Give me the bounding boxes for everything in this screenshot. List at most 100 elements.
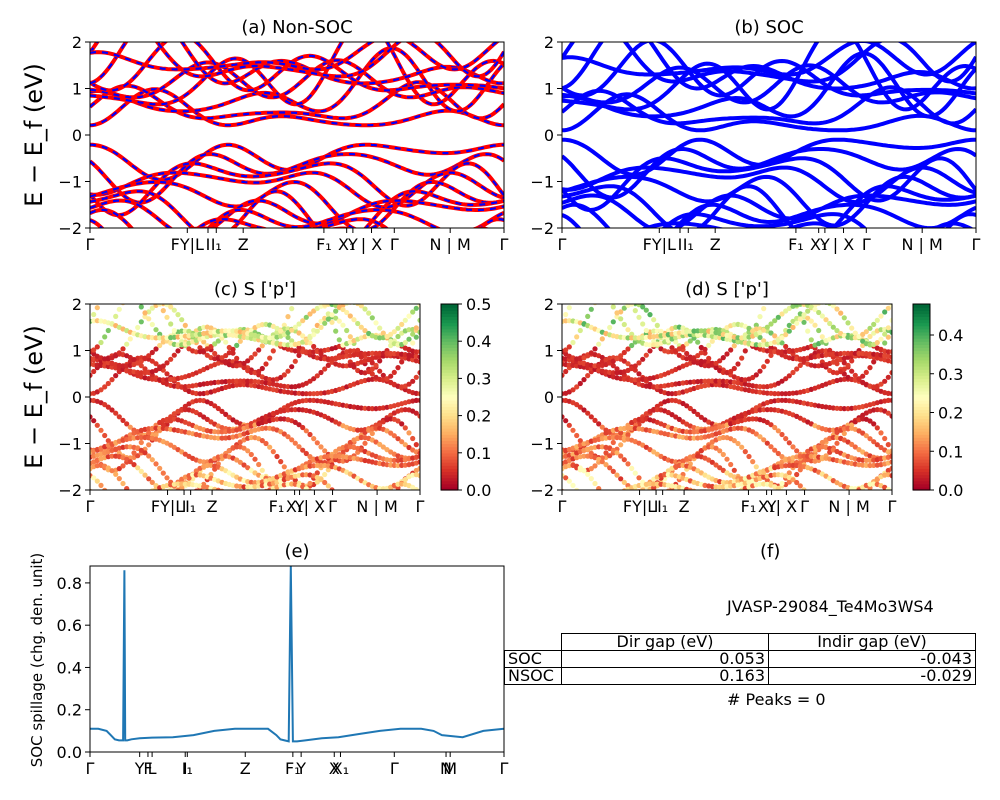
scatter-point bbox=[120, 304, 126, 306]
gap-table-dir-value: 0.053 bbox=[561, 650, 769, 668]
scatter-point bbox=[852, 444, 858, 450]
scatter-point bbox=[362, 306, 368, 312]
x-tick-label: I bbox=[678, 235, 683, 254]
scatter-point bbox=[698, 328, 704, 334]
scatter-point bbox=[614, 366, 620, 372]
scatter-point bbox=[384, 447, 390, 453]
scatter-point bbox=[797, 356, 803, 362]
scatter-point bbox=[610, 447, 616, 453]
scatter-point bbox=[171, 327, 177, 334]
scatter-point bbox=[596, 286, 601, 291]
scatter-point bbox=[410, 378, 416, 384]
scatter-point bbox=[640, 304, 646, 310]
scatter-point bbox=[618, 476, 624, 482]
scatter-point bbox=[882, 378, 888, 384]
x-tick-label: F bbox=[143, 759, 152, 778]
colorbar-swatch bbox=[441, 403, 458, 407]
band-line bbox=[562, 42, 976, 77]
scatter-point bbox=[651, 317, 657, 323]
scatter-point bbox=[618, 453, 624, 459]
scatter-point bbox=[395, 457, 401, 463]
scatter-point bbox=[614, 284, 619, 289]
scatter-point bbox=[223, 328, 229, 334]
scatter-point bbox=[142, 518, 147, 523]
scatter-point bbox=[731, 365, 737, 372]
scatter-point bbox=[237, 459, 243, 465]
scatter-point bbox=[786, 440, 792, 446]
scatter-point bbox=[636, 314, 642, 320]
scatter-point bbox=[127, 336, 133, 342]
scatter-point bbox=[131, 462, 137, 468]
scatter-point bbox=[871, 359, 877, 365]
scatter-point bbox=[731, 343, 737, 349]
scatter-point bbox=[171, 352, 177, 358]
scatter-point bbox=[827, 320, 833, 327]
scatter-point bbox=[632, 335, 638, 341]
scatter-point bbox=[779, 397, 785, 403]
scatter-point bbox=[720, 484, 726, 490]
scatter-point bbox=[395, 365, 401, 371]
scatter-point bbox=[713, 462, 719, 468]
scatter-point bbox=[632, 470, 638, 476]
scatter-point bbox=[285, 342, 291, 348]
scatter-point bbox=[735, 335, 741, 341]
scatter-point bbox=[260, 490, 265, 495]
scatter-point bbox=[577, 327, 583, 334]
scatter-point bbox=[889, 359, 892, 365]
scatter-point bbox=[230, 378, 236, 384]
band-line bbox=[90, 180, 504, 228]
scatter-point bbox=[182, 384, 188, 390]
scatter-point bbox=[417, 397, 420, 403]
scatter-point bbox=[392, 490, 397, 495]
colorbar-swatch bbox=[441, 325, 458, 330]
scatter-point bbox=[417, 329, 420, 335]
scatter-point bbox=[600, 499, 605, 504]
colorbar-swatch bbox=[913, 465, 930, 469]
scatter-point bbox=[885, 334, 891, 340]
scatter-point bbox=[406, 327, 412, 333]
scatter-point bbox=[399, 439, 405, 445]
scatter-point bbox=[592, 304, 598, 306]
band-line bbox=[562, 193, 976, 228]
scatter-point bbox=[581, 285, 586, 290]
scatter-point bbox=[395, 436, 401, 442]
y-tick-label: −2 bbox=[530, 481, 554, 500]
x-tick-label: I bbox=[182, 497, 187, 516]
scatter-point bbox=[417, 391, 420, 397]
scatter-point bbox=[772, 333, 778, 339]
scatter-point bbox=[775, 349, 781, 355]
scatter-point bbox=[720, 467, 726, 473]
scatter-point bbox=[610, 468, 616, 474]
y-tick-label: 0.2 bbox=[57, 701, 82, 720]
scatter-point bbox=[274, 453, 280, 460]
scatter-point bbox=[300, 318, 306, 324]
scatter-point bbox=[94, 463, 100, 469]
colorbar-swatch bbox=[441, 409, 458, 414]
scatter-point bbox=[779, 311, 785, 317]
scatter-point bbox=[779, 431, 785, 438]
panel-c-plot bbox=[90, 304, 420, 523]
scatter-point bbox=[340, 516, 345, 521]
scatter-point bbox=[790, 477, 796, 483]
scatter-point bbox=[731, 322, 737, 328]
scatter-point bbox=[757, 384, 763, 390]
scatter-point bbox=[647, 342, 653, 348]
y-tick-label: 0.8 bbox=[57, 574, 82, 593]
scatter-point bbox=[377, 441, 383, 447]
scatter-point bbox=[574, 487, 580, 490]
scatter-point bbox=[153, 346, 159, 352]
scatter-point bbox=[94, 305, 100, 311]
peaks-count: # Peaks = 0 bbox=[727, 690, 826, 709]
scatter-point bbox=[592, 480, 598, 487]
scatter-point bbox=[753, 431, 759, 437]
colorbar-swatch bbox=[441, 319, 458, 324]
scatter-point bbox=[570, 482, 576, 488]
x-tick-label: Γ bbox=[862, 235, 871, 254]
scatter-point bbox=[322, 366, 328, 372]
colorbar-tick-label: 0.3 bbox=[938, 365, 963, 384]
scatter-point bbox=[91, 491, 96, 496]
x-tick-label: Γ bbox=[390, 235, 399, 254]
x-tick-label: | X bbox=[833, 235, 854, 254]
scatter-point bbox=[259, 365, 265, 372]
scatter-point bbox=[219, 453, 225, 459]
